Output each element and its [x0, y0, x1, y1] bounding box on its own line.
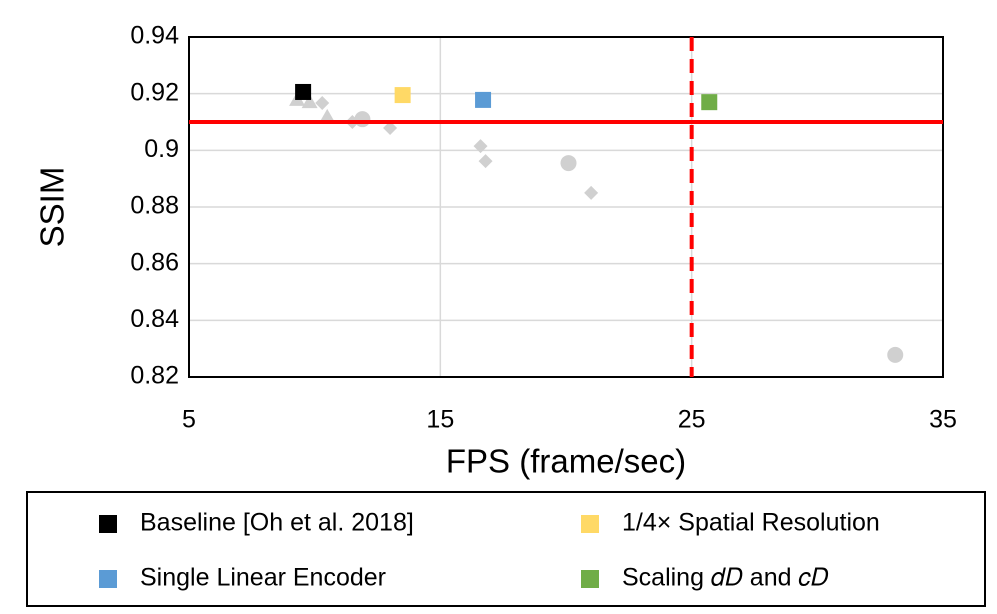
point — [887, 346, 904, 363]
plot-frame — [188, 36, 944, 378]
y-tick-label: 0.94 — [130, 22, 179, 50]
point — [584, 185, 599, 200]
point — [478, 154, 493, 169]
x-tick-label: 5 — [182, 406, 196, 434]
legend-label: 1/4× Spatial Resolution — [622, 509, 880, 537]
point — [354, 111, 371, 128]
y-tick-label: 0.88 — [130, 192, 179, 220]
point — [301, 94, 318, 109]
y-tick-label: 0.86 — [130, 248, 179, 276]
point — [315, 96, 330, 111]
y-tick-label: 0.9 — [144, 135, 179, 163]
point — [383, 120, 398, 135]
legend-label: Baseline [Oh et al. 2018] — [140, 509, 414, 537]
legend-marker — [581, 515, 599, 533]
legend-marker — [99, 515, 117, 533]
y-axis-title: SSIM — [34, 167, 71, 248]
legend-marker — [99, 570, 117, 588]
y-tick-label: 0.82 — [130, 362, 179, 390]
point — [701, 94, 718, 111]
point — [475, 91, 492, 108]
point — [394, 87, 411, 104]
point — [560, 155, 577, 172]
point — [319, 108, 336, 123]
y-tick-label: 0.92 — [130, 78, 179, 106]
x-tick-label: 35 — [929, 406, 957, 434]
legend-marker — [581, 570, 599, 588]
x-axis-title: FPS (frame/sec) — [446, 443, 686, 480]
x-tick-label: 15 — [426, 406, 454, 434]
legend-label: Scaling 𝑑𝐷 and 𝑐𝐷 — [622, 564, 829, 592]
x-tick-label: 25 — [678, 406, 706, 434]
y-tick-label: 0.84 — [130, 305, 179, 333]
legend-box — [26, 491, 986, 607]
legend-label: Single Linear Encoder — [140, 564, 386, 592]
point — [295, 83, 312, 100]
point — [473, 139, 488, 154]
